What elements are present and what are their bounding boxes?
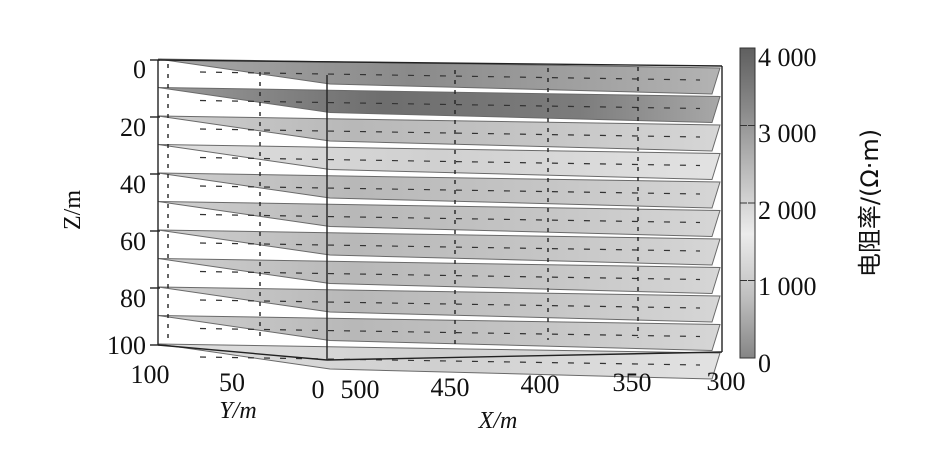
colorbar-tick-label: 4 000 xyxy=(758,43,817,72)
y-tick-label: 0 xyxy=(312,375,325,404)
frame-edge-top-back xyxy=(157,59,723,67)
x-tick-label: 400 xyxy=(521,370,560,399)
depth-slice xyxy=(157,201,721,238)
frame-edge-bottom-front xyxy=(326,351,723,361)
colorbar-tick-label: 0 xyxy=(758,349,771,378)
slice-contour-line xyxy=(199,213,701,224)
depth-slice xyxy=(157,115,721,152)
slice-contour-line xyxy=(199,270,701,281)
slice-contour-line xyxy=(199,185,701,195)
depth-slice xyxy=(157,144,721,181)
slice-contour-line xyxy=(199,327,701,338)
depth-slice xyxy=(157,258,721,295)
depth-slice xyxy=(157,315,721,352)
depth-slice xyxy=(157,343,721,380)
slice-contour-line xyxy=(199,128,701,138)
z-axis-label: Z/m xyxy=(60,190,86,230)
x-tick-label: 450 xyxy=(431,373,470,402)
colorbar-ticks xyxy=(740,47,755,359)
z-tick-label: 0 xyxy=(133,55,146,84)
x-tick-label: 500 xyxy=(341,375,380,404)
y-tick-label: 50 xyxy=(219,368,245,397)
slice-contour-line xyxy=(199,299,701,309)
slice-contour-line xyxy=(199,242,701,252)
slice-contour-line xyxy=(199,71,701,81)
depth-slice xyxy=(157,286,721,323)
z-tick-label: 80 xyxy=(120,284,146,313)
colorbar-tick-label: 3 000 xyxy=(758,119,817,148)
slice-contour-line xyxy=(199,156,701,167)
colorbar-label: 电阻率/(Ω·m) xyxy=(856,129,884,277)
depth-slices xyxy=(157,58,721,380)
x-tick-label: 350 xyxy=(613,368,652,397)
depth-slice xyxy=(157,58,721,95)
z-tick-label: 100 xyxy=(107,331,146,360)
depth-slice xyxy=(157,87,721,124)
colorbar-tick-label: 1 000 xyxy=(758,272,817,301)
box-frame xyxy=(150,59,723,361)
z-tick-label: 60 xyxy=(120,227,146,256)
z-tick-label: 40 xyxy=(120,170,146,199)
slice-contour-line xyxy=(199,356,701,366)
x-axis-label: X/m xyxy=(478,408,518,434)
y-axis-ticks: 100 50 0 xyxy=(131,360,325,404)
colorbar-tick-label: 2 000 xyxy=(758,196,817,225)
x-axis-ticks: 500 450 400 350 300 xyxy=(341,367,746,404)
z-tick-label: 20 xyxy=(120,113,146,142)
x-tick-label: 300 xyxy=(707,367,746,396)
depth-slice xyxy=(157,229,721,266)
depth-slice xyxy=(157,172,721,209)
colorbar: 4 000 3 000 2 000 1 000 0 电阻率/(Ω·m) xyxy=(739,43,884,378)
frame-edge-bottom-left xyxy=(157,344,328,361)
slice-contour-line xyxy=(199,99,701,110)
y-tick-label: 100 xyxy=(131,360,170,389)
y-axis-label: Y/m xyxy=(219,398,256,424)
z-axis-ticks: 0 20 40 60 80 100 xyxy=(107,55,146,360)
